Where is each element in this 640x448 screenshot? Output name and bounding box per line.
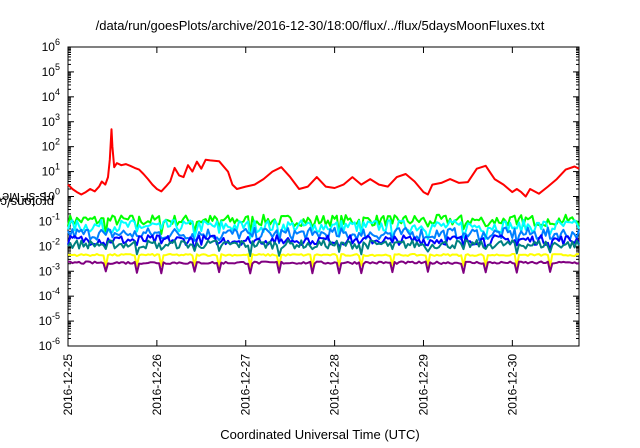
- series-line-6: [67, 253, 580, 269]
- y-tick-label: 103: [42, 112, 60, 129]
- x-tick-label: 2016-12-28: [328, 354, 342, 416]
- chart-title: /data/run/goesPlots/archive/2016-12-30/1…: [95, 18, 545, 33]
- series-line-1: [67, 213, 580, 236]
- x-tick-label: 2016-12-30: [505, 354, 519, 416]
- series-line-5: [67, 239, 580, 258]
- y-tick-label: 10-4: [39, 286, 60, 303]
- series-line-4: [67, 234, 580, 252]
- y-tick-label: 10-5: [39, 311, 60, 328]
- y-tick-label: 104: [42, 87, 60, 104]
- y-tick-label: 10-6: [39, 336, 60, 353]
- y-tick-label: 102: [42, 137, 60, 154]
- series-line-7: [67, 260, 580, 275]
- y-tick-label: 100: [42, 187, 60, 204]
- series-line-2: [67, 218, 580, 241]
- y-tick-label: 10-1: [39, 211, 60, 228]
- plot-frame: [67, 46, 580, 347]
- y-tick-label: 105: [42, 62, 60, 79]
- x-tick-label: 2016-12-27: [239, 354, 253, 416]
- y-tick-label: 10-3: [39, 261, 60, 278]
- series-line-0: [67, 128, 580, 198]
- series-line-3: [67, 226, 580, 245]
- x-tick-label: 2016-12-26: [150, 354, 164, 416]
- x-tick-label: 2016-12-29: [416, 354, 430, 416]
- x-axis-label: Coordinated Universal Time (UTC): [220, 427, 420, 442]
- y-tick-label: 101: [42, 162, 60, 179]
- x-tick-label: 2016-12-25: [61, 354, 75, 416]
- y-tick-label: 106: [42, 37, 60, 54]
- y-tick-label: 10-2: [39, 236, 60, 253]
